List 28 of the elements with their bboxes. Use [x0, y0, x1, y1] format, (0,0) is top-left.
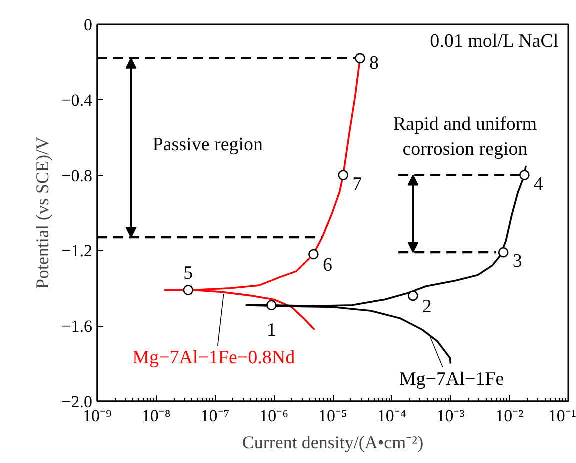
annotation: 5: [184, 262, 194, 284]
annotation: Passive region: [152, 134, 264, 156]
y-tick-label: −1.2: [62, 242, 93, 261]
annotation: 7: [352, 174, 362, 195]
y-tick-label: −1.6: [62, 317, 93, 336]
y-tick-label: 0: [84, 16, 92, 34]
x-tick-label: 10⁻⁸: [142, 406, 171, 426]
x-tick-label: 10⁻⁶: [260, 406, 289, 426]
y-tick-label: −0.4: [62, 90, 93, 110]
x-tick-label: 10⁻⁴: [377, 406, 406, 426]
annotation: 3: [512, 251, 522, 272]
annotation: Mg−7Al−1Fe−0.8Nd: [132, 348, 296, 369]
x-axis-title: Current density/(A•cm⁻²): [242, 432, 424, 452]
x-tick-label: 10⁻³: [436, 406, 465, 426]
y-tick-label: −0.8: [62, 166, 93, 186]
x-tick-label: 10⁻⁷: [200, 406, 230, 426]
annotation: 0.01 mol/L NaCl: [430, 30, 559, 52]
annotation: 4: [534, 174, 544, 195]
annotation: Mg−7Al−1Fe: [399, 369, 504, 390]
x-tick-label: 10⁻¹: [548, 406, 576, 426]
annotation: 6: [322, 254, 332, 276]
annotation: 1: [266, 320, 276, 341]
annotation: Rapid and uniform corrosion region: [394, 114, 538, 160]
x-tick-label: 10⁻⁵: [318, 406, 348, 426]
x-tick-label: 10⁻²: [496, 406, 524, 426]
annotation: 2: [422, 296, 432, 318]
annotation: 8: [369, 52, 379, 74]
y-axis-title: Potential (vs SCE)/V: [32, 137, 53, 289]
